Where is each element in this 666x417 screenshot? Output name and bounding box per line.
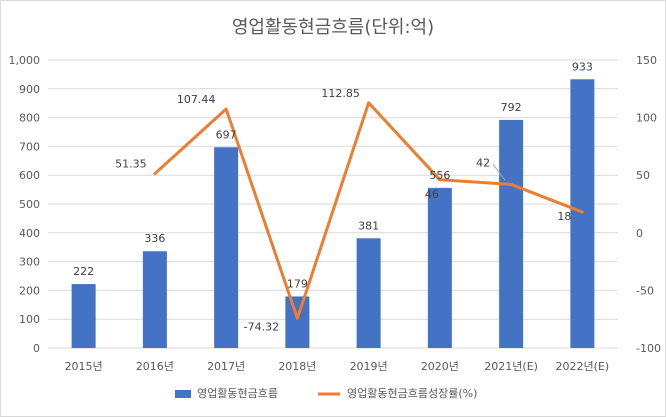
chart-title: 영업활동현금흐름(단위:억) — [232, 17, 434, 38]
x-tick-label: 2020년 — [421, 360, 459, 373]
y-right-tick-label: -100 — [636, 342, 661, 355]
bar-value-label: 222 — [73, 265, 94, 278]
y-right-tick-label: 100 — [636, 112, 657, 125]
legend-line-label: 영업활동현금흐름성장률(%) — [347, 386, 477, 400]
y-left-tick-label: 500 — [19, 198, 40, 211]
line-value-label: 42 — [476, 156, 490, 169]
bar-value-label: 556 — [429, 169, 450, 182]
y-left-tick-label: 400 — [19, 227, 40, 240]
x-tick-label: 2017년 — [207, 360, 245, 373]
y-right-tick-label: 50 — [636, 169, 650, 182]
bar — [143, 251, 167, 348]
y-left-tick-label: 0 — [33, 342, 40, 355]
bar-value-label: 792 — [501, 101, 522, 114]
y-left-tick-label: 1,000 — [9, 54, 41, 67]
y-left-tick-label: 800 — [19, 112, 40, 125]
line-value-label: -74.32 — [244, 320, 279, 333]
bar — [214, 147, 238, 348]
y-right-axis: -100 -50 0 50 100 150 — [636, 54, 661, 355]
y-right-tick-label: 150 — [636, 54, 657, 67]
bar-value-label: 179 — [287, 277, 308, 290]
y-left-tick-label: 900 — [19, 83, 40, 96]
bar-value-label: 381 — [358, 219, 379, 232]
bar-value-label: 336 — [144, 232, 165, 245]
y-left-tick-label: 700 — [19, 140, 40, 153]
grid-lines — [48, 60, 618, 348]
y-left-tick-label: 600 — [19, 169, 40, 182]
y-left-tick-label: 300 — [19, 256, 40, 269]
x-tick-label: 2018년 — [278, 360, 316, 373]
x-tick-label: 2021년(E) — [484, 360, 538, 373]
x-tick-label: 2022년(E) — [556, 360, 610, 373]
bar-value-label: 933 — [572, 60, 593, 73]
y-right-tick-label: 0 — [636, 227, 643, 240]
bar — [428, 188, 452, 348]
bar — [72, 284, 96, 348]
bar-value-label: 697 — [216, 128, 237, 141]
line-value-label: 18 — [557, 210, 571, 223]
y-right-tick-label: -50 — [636, 284, 654, 297]
line-value-label: 51.35 — [115, 158, 147, 171]
y-left-tick-label: 100 — [19, 313, 40, 326]
legend: 영업활동현금흐름 영업활동현금흐름성장률(%) — [175, 386, 477, 400]
y-left-axis: 0 100 200 300 400 500 600 700 800 900 1,000 — [9, 54, 41, 355]
bar — [570, 79, 594, 348]
x-tick-label: 2015년 — [65, 360, 103, 373]
bar — [357, 238, 381, 348]
line-value-label: 112.85 — [321, 87, 360, 100]
line-value-label: 46 — [425, 188, 439, 201]
bar — [499, 120, 523, 348]
legend-bar-swatch — [175, 390, 191, 398]
y-left-tick-label: 200 — [19, 284, 40, 297]
x-tick-label: 2016년 — [136, 360, 174, 373]
line-value-label: 107.44 — [177, 93, 216, 106]
x-axis: 2015년 2016년 2017년 2018년 2019년 2020년 2021년(E) 20… — [65, 360, 610, 373]
legend-bar-label: 영업활동현금흐름 — [197, 386, 278, 400]
x-tick-label: 2019년 — [350, 360, 388, 373]
bar — [285, 296, 309, 348]
